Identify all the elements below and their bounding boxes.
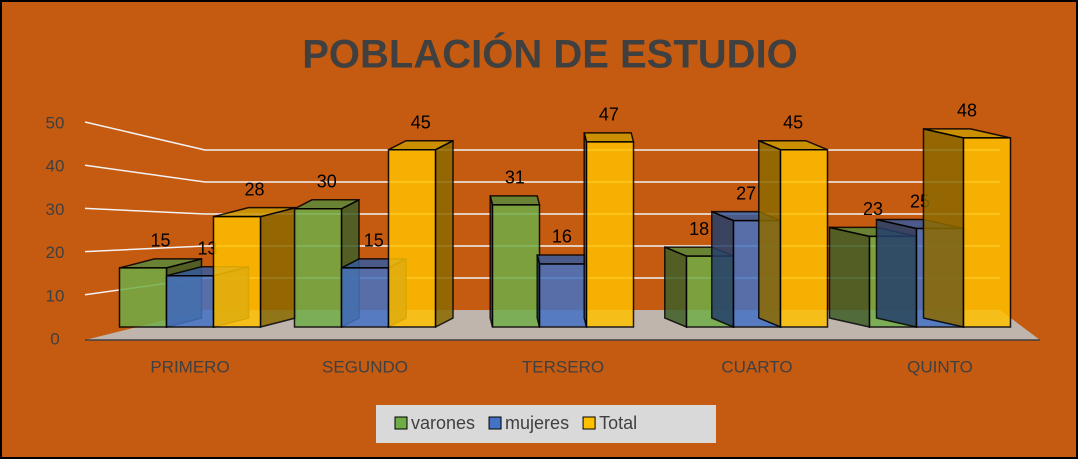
data-label: 16	[552, 227, 572, 247]
x-tick-label: CUARTO	[721, 357, 792, 376]
x-tick-label: QUINTO	[907, 357, 973, 376]
legend	[376, 405, 716, 443]
y-tick-label: 20	[46, 243, 65, 262]
bar	[583, 132, 635, 328]
data-label: 15	[150, 231, 170, 251]
bar	[758, 139, 829, 329]
y-tick-label: 40	[46, 157, 65, 176]
data-label: 27	[736, 183, 756, 203]
data-label: 23	[863, 199, 883, 219]
grid-line	[84, 121, 1000, 151]
legend-swatch	[394, 416, 408, 430]
data-label: 45	[783, 112, 803, 132]
data-label: 30	[317, 172, 337, 192]
x-tick-label: TERSERO	[522, 357, 604, 376]
bar	[387, 139, 454, 329]
bar	[922, 127, 1012, 328]
legend-swatch	[582, 416, 596, 430]
data-label: 13	[197, 239, 217, 259]
data-label: 28	[244, 179, 264, 199]
y-tick-label: 30	[46, 200, 65, 219]
y-tick-label: 0	[50, 329, 59, 348]
y-tick-label: 10	[46, 286, 65, 305]
data-label: 18	[689, 219, 709, 239]
data-label: 48	[957, 101, 977, 121]
x-tick-label: SEGUNDO	[322, 357, 408, 376]
x-tick-label: PRIMERO	[150, 357, 229, 376]
grid-line	[84, 164, 1000, 183]
legend-label: varones	[411, 413, 475, 433]
y-tick-label: 50	[46, 113, 65, 132]
legend-swatch	[488, 416, 502, 430]
legend-label: mujeres	[505, 413, 569, 433]
legend-label: Total	[599, 413, 637, 433]
data-label: 47	[599, 105, 619, 125]
data-label: 15	[364, 231, 384, 251]
data-label: 31	[505, 168, 525, 188]
chart-title: POBLACIÓN DE ESTUDIO	[302, 31, 798, 77]
bar	[212, 206, 297, 328]
bar	[489, 195, 541, 328]
bar	[536, 254, 588, 328]
data-label: 45	[411, 112, 431, 132]
